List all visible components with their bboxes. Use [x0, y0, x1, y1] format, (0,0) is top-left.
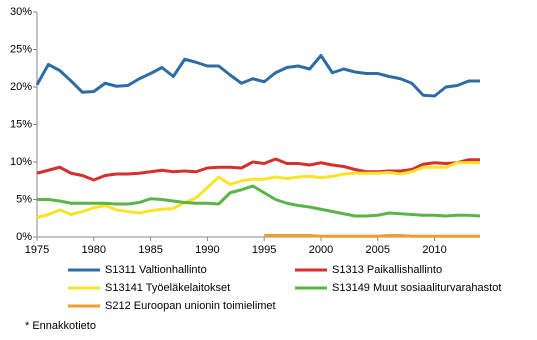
- legend-label: S212 Euroopan unionin toimielimet: [105, 300, 276, 312]
- x-tick-label: 1975: [25, 244, 49, 256]
- x-tick-label: 1985: [138, 244, 162, 256]
- y-tick-label: 30%: [10, 6, 32, 18]
- series-line: [35, 54, 480, 98]
- x-tick-label: 1990: [195, 244, 219, 256]
- legend-label: S13141 Työeläkelaitokset: [105, 282, 230, 294]
- y-tick-label: 20%: [10, 81, 32, 93]
- y-tick-label: 15%: [10, 118, 32, 130]
- y-tick-label: 10%: [10, 156, 32, 168]
- x-tick-label: 2000: [309, 244, 333, 256]
- footnote: * Ennakkotieto: [25, 320, 96, 332]
- x-tick-label: 2005: [366, 244, 390, 256]
- series-line: [264, 234, 480, 238]
- x-tick-label: 2010: [422, 244, 446, 256]
- y-tick-label: 5%: [16, 193, 32, 205]
- legend-label: S1311 Valtionhallinto: [105, 264, 207, 276]
- series-line: [37, 184, 481, 218]
- legend-label: S13149 Muut sosiaaliturvarahastot: [332, 282, 501, 294]
- legend-label: S1313 Paikallishallinto: [332, 264, 442, 276]
- series-line: [36, 157, 480, 182]
- series-line: [36, 161, 480, 219]
- x-tick-label: 1995: [252, 244, 276, 256]
- y-tick-label: 25%: [10, 43, 32, 55]
- x-tick-label: 1980: [82, 244, 106, 256]
- y-tick-label: 0%: [16, 231, 32, 243]
